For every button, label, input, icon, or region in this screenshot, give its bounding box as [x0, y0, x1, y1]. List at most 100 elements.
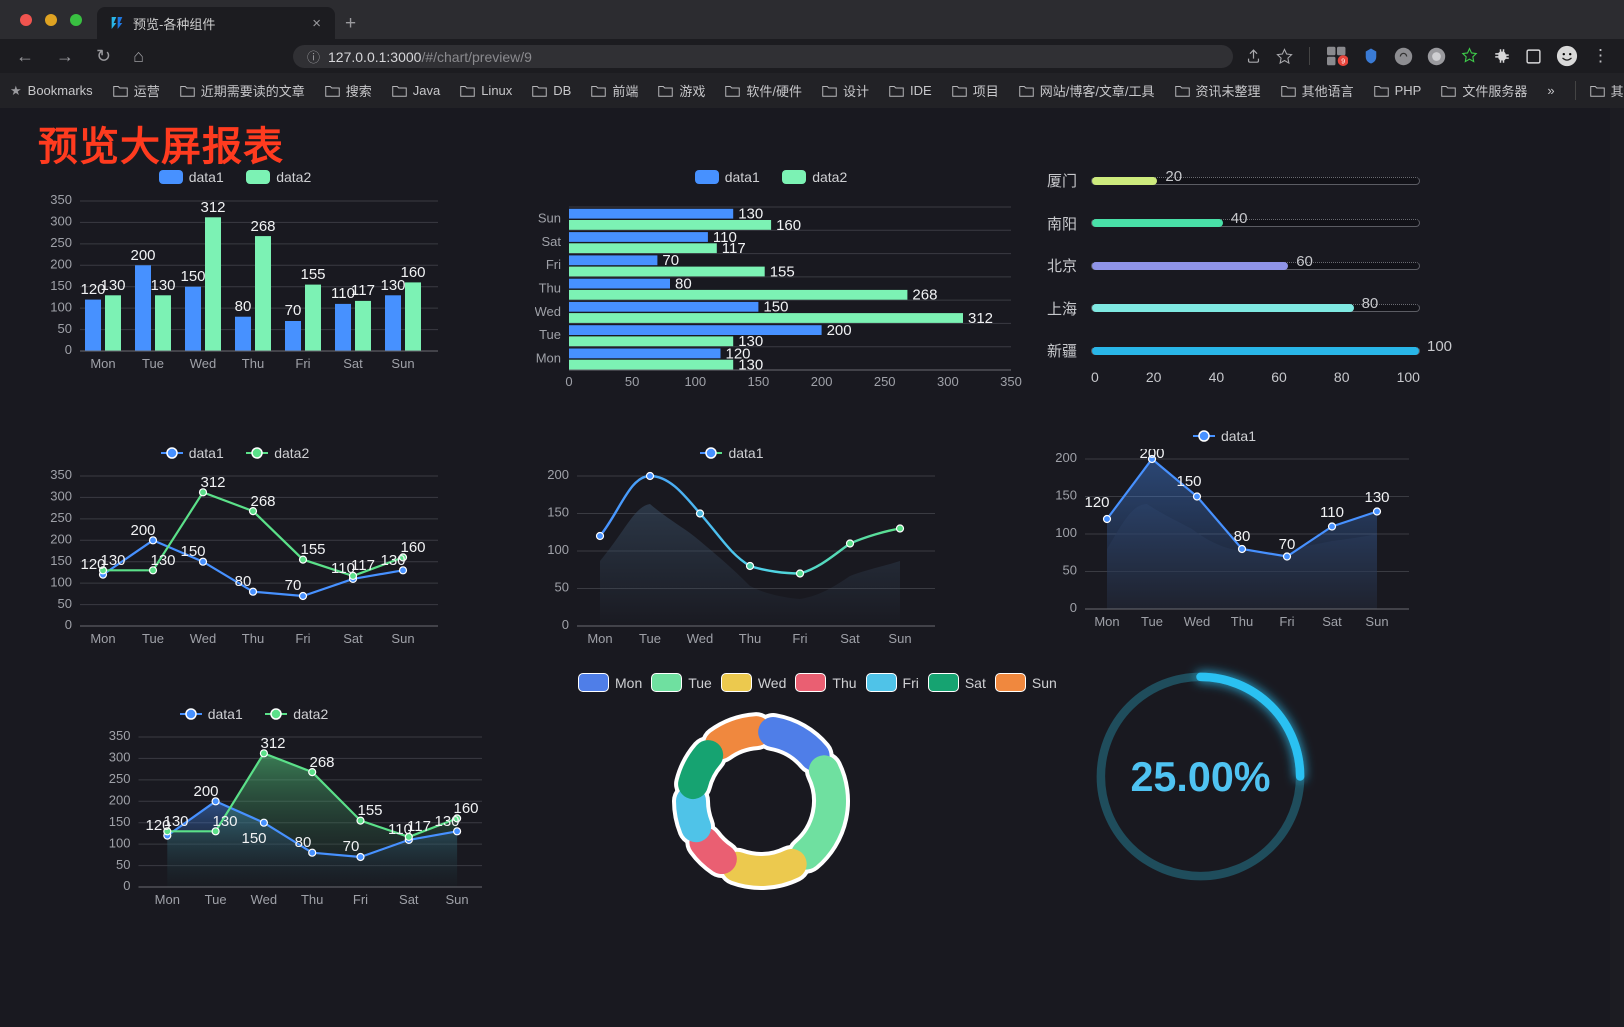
- svg-text:0: 0: [65, 342, 72, 357]
- svg-text:Sat: Sat: [343, 631, 363, 646]
- svg-text:100: 100: [684, 374, 706, 389]
- svg-text:110: 110: [1320, 504, 1344, 521]
- svg-text:155: 155: [357, 802, 382, 819]
- svg-text:117: 117: [407, 818, 431, 835]
- svg-text:Sun: Sun: [538, 211, 561, 226]
- svg-text:80: 80: [295, 834, 312, 851]
- svg-text:350: 350: [50, 467, 72, 482]
- svg-text:130: 130: [100, 277, 125, 294]
- svg-text:155: 155: [770, 263, 795, 280]
- svg-text:200: 200: [130, 247, 155, 264]
- svg-text:Mon: Mon: [90, 356, 115, 371]
- svg-text:Mon: Mon: [1094, 614, 1119, 629]
- svg-text:312: 312: [200, 199, 225, 216]
- svg-text:300: 300: [937, 374, 959, 389]
- svg-text:150: 150: [1176, 473, 1201, 490]
- svg-text:Thu: Thu: [242, 356, 264, 371]
- svg-text:Fri: Fri: [353, 892, 368, 907]
- svg-text:250: 250: [109, 771, 131, 786]
- svg-text:130: 130: [150, 277, 175, 294]
- svg-text:160: 160: [400, 264, 425, 281]
- svg-text:50: 50: [58, 321, 72, 336]
- svg-text:130: 130: [150, 552, 175, 569]
- svg-text:100: 100: [109, 836, 131, 851]
- svg-text:Tue: Tue: [142, 631, 164, 646]
- svg-text:Sun: Sun: [446, 892, 469, 907]
- svg-text:200: 200: [50, 257, 72, 272]
- svg-text:Tue: Tue: [1141, 614, 1163, 629]
- svg-text:Sun: Sun: [391, 356, 414, 371]
- svg-text:Sat: Sat: [399, 892, 419, 907]
- svg-text:130: 130: [100, 552, 125, 569]
- svg-text:Tue: Tue: [205, 892, 227, 907]
- svg-text:Mon: Mon: [587, 631, 612, 646]
- svg-text:Tue: Tue: [142, 356, 164, 371]
- svg-text:150: 150: [547, 505, 569, 520]
- svg-text:250: 250: [50, 235, 72, 250]
- svg-text:200: 200: [547, 467, 569, 482]
- svg-text:100: 100: [50, 300, 72, 315]
- svg-text:50: 50: [555, 580, 569, 595]
- svg-text:300: 300: [50, 214, 72, 229]
- svg-text:100: 100: [547, 542, 569, 557]
- svg-text:Tue: Tue: [639, 631, 661, 646]
- svg-text:50: 50: [1063, 563, 1077, 578]
- svg-text:268: 268: [250, 493, 275, 510]
- svg-text:Thu: Thu: [242, 631, 264, 646]
- svg-text:0: 0: [123, 878, 130, 893]
- svg-text:117: 117: [351, 282, 375, 299]
- svg-text:Sat: Sat: [1322, 614, 1342, 629]
- svg-text:9: 9: [1341, 58, 1345, 65]
- svg-text:117: 117: [351, 557, 375, 574]
- svg-text:200: 200: [109, 793, 131, 808]
- svg-text:Mon: Mon: [90, 631, 115, 646]
- svg-text:70: 70: [285, 302, 302, 319]
- svg-text:70: 70: [1279, 536, 1296, 553]
- svg-text:Sat: Sat: [840, 631, 860, 646]
- svg-text:Sun: Sun: [1365, 614, 1388, 629]
- svg-text:130: 130: [1364, 489, 1389, 506]
- svg-text:150: 150: [109, 814, 131, 829]
- svg-text:250: 250: [50, 510, 72, 525]
- svg-text:100: 100: [1055, 525, 1077, 540]
- svg-text:300: 300: [109, 750, 131, 765]
- svg-text:160: 160: [776, 217, 801, 234]
- svg-text:0: 0: [65, 617, 72, 632]
- svg-text:150: 150: [241, 830, 266, 847]
- svg-text:268: 268: [309, 754, 334, 771]
- svg-text:80: 80: [675, 276, 692, 293]
- svg-text:80: 80: [235, 298, 252, 315]
- svg-text:25.00%: 25.00%: [1130, 754, 1270, 800]
- svg-text:Wed: Wed: [687, 631, 714, 646]
- svg-text:160: 160: [453, 800, 478, 817]
- svg-text:Fri: Fri: [295, 356, 310, 371]
- svg-text:100: 100: [50, 575, 72, 590]
- svg-text:200: 200: [827, 322, 852, 339]
- svg-text:Fri: Fri: [295, 631, 310, 646]
- svg-text:300: 300: [50, 489, 72, 504]
- svg-text:50: 50: [625, 374, 639, 389]
- svg-text:350: 350: [1000, 374, 1022, 389]
- svg-text:160: 160: [400, 539, 425, 556]
- svg-text:155: 155: [300, 541, 325, 558]
- svg-text:117: 117: [722, 240, 746, 257]
- svg-text:50: 50: [58, 596, 72, 611]
- svg-text:130: 130: [163, 813, 188, 830]
- svg-text:Thu: Thu: [301, 892, 323, 907]
- svg-text:130: 130: [212, 813, 237, 830]
- svg-text:312: 312: [200, 474, 225, 491]
- svg-text:150: 150: [180, 543, 205, 560]
- svg-text:Wed: Wed: [190, 631, 217, 646]
- svg-text:Sun: Sun: [888, 631, 911, 646]
- svg-text:50: 50: [116, 857, 130, 872]
- svg-text:350: 350: [50, 192, 72, 207]
- svg-text:150: 150: [180, 268, 205, 285]
- svg-text:312: 312: [968, 310, 993, 327]
- svg-text:Thu: Thu: [1231, 614, 1253, 629]
- svg-text:Wed: Wed: [1184, 614, 1211, 629]
- svg-text:150: 150: [50, 278, 72, 293]
- svg-text:Wed: Wed: [251, 892, 278, 907]
- svg-text:Tue: Tue: [539, 327, 561, 342]
- svg-text:350: 350: [109, 728, 131, 743]
- svg-text:120: 120: [1084, 494, 1109, 511]
